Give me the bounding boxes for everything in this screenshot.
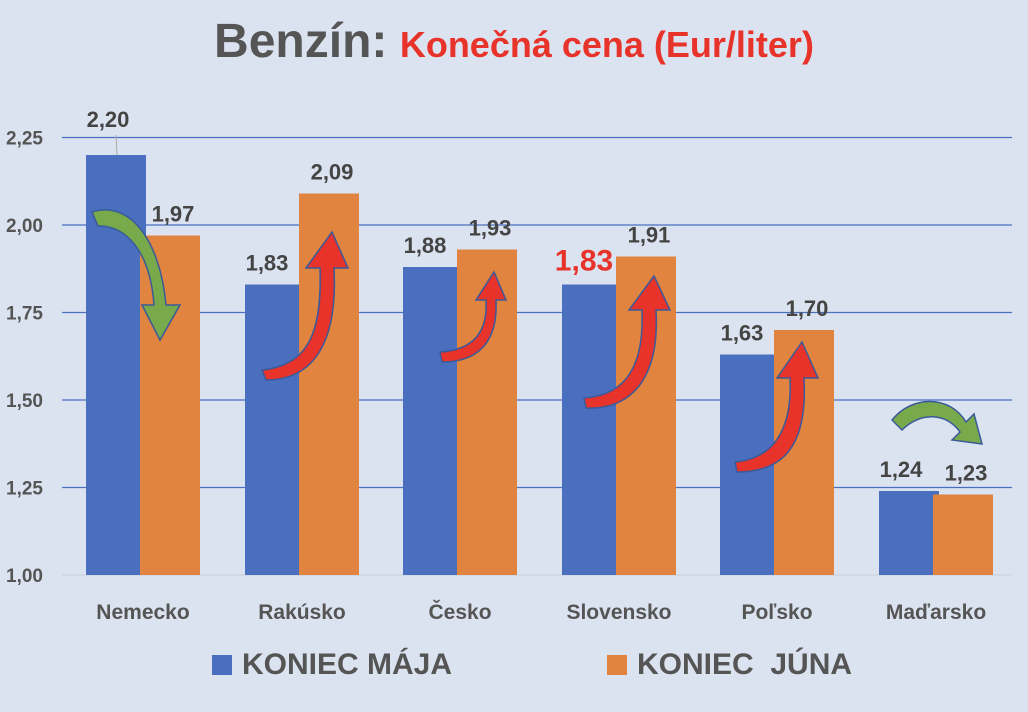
arrow-up-icon — [734, 340, 820, 473]
data-label: 1,97 — [152, 202, 195, 227]
legend-label: KONIEC MÁJA — [242, 648, 453, 681]
data-label: 1,23 — [945, 461, 988, 486]
data-label: 1,24 — [880, 457, 924, 482]
data-label: 1,83 — [555, 245, 613, 278]
data-label: 1,70 — [786, 296, 829, 321]
bar-koniec-maja — [562, 284, 622, 575]
legend-item-maj: KONIEC MÁJA — [212, 648, 452, 682]
data-label: 1,63 — [721, 321, 764, 346]
y-tick-label: 1,50 — [6, 391, 43, 412]
y-tick-label: 2,00 — [6, 216, 43, 237]
x-tick-label: Maďarsko — [886, 601, 986, 624]
bar-koniec-juna — [933, 494, 993, 575]
title-subtitle: Konečná cena (Eur/liter) — [399, 24, 814, 65]
leader-line — [115, 134, 118, 156]
x-tick-label: Poľsko — [741, 601, 812, 624]
x-tick-label: Slovensko — [566, 601, 671, 624]
y-tick-label: 2,25 — [6, 129, 43, 150]
data-label: 1,91 — [628, 223, 671, 248]
legend-label: KONIEC JÚNA — [637, 648, 853, 681]
bar-koniec-juna — [140, 235, 200, 575]
bar-koniec-maja — [245, 284, 305, 575]
y-tick-label: 1,25 — [6, 479, 43, 500]
title-fuel: Benzín: — [214, 15, 388, 68]
y-tick-label: 1,75 — [6, 304, 43, 325]
bar-koniec-maja — [403, 267, 463, 575]
legend-swatch-orange — [607, 655, 627, 675]
chart-title: Benzín: Konečná cena (Eur/liter) — [0, 14, 1028, 69]
data-label: 1,93 — [469, 216, 512, 241]
y-tick-label: 1,00 — [6, 566, 43, 587]
x-tick-label: Česko — [428, 600, 491, 624]
arrow-up-icon — [260, 230, 350, 381]
data-label: 2,20 — [87, 107, 130, 132]
x-tick-label: Rakúsko — [258, 601, 346, 624]
arrow-down-icon — [890, 400, 984, 445]
data-label: 2,09 — [311, 160, 354, 185]
x-tick-label: Nemecko — [96, 601, 189, 624]
bar-koniec-maja — [879, 491, 939, 575]
arrow-up-icon — [439, 270, 508, 363]
legend-item-jun: KONIEC JÚNA — [607, 648, 852, 682]
data-label: 1,88 — [404, 233, 447, 258]
arrow-up-icon — [583, 274, 672, 409]
data-label: 1,83 — [246, 251, 289, 276]
legend-swatch-blue — [212, 655, 232, 675]
arrow-down-icon — [90, 209, 182, 342]
